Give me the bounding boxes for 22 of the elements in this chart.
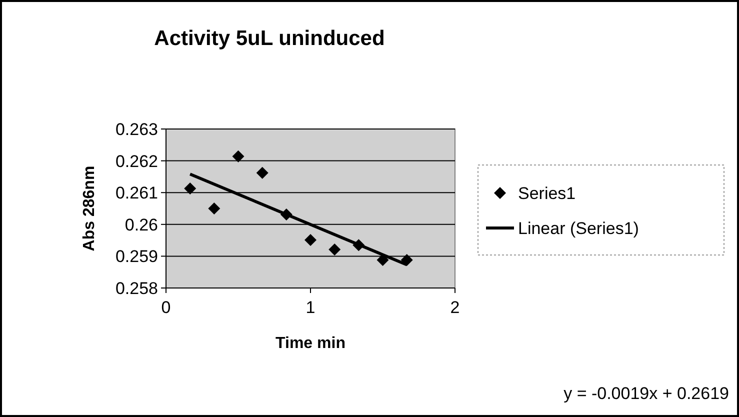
y-tick-label: 0.258	[115, 279, 158, 298]
text: y = -0.0019x + 0.2619	[564, 384, 729, 403]
y-axis-title: Abs 286nm	[81, 166, 98, 252]
point	[256, 166, 268, 179]
y-tick-label: 0.26	[124, 215, 158, 234]
point	[376, 254, 389, 266]
y-tick-label: 0.262	[115, 152, 158, 171]
y-tick-label: 0.261	[115, 184, 158, 203]
x-tick-label: 1	[306, 298, 316, 317]
x-tick-label: 2	[450, 298, 460, 317]
chart-title: Activity 5uL uninduced	[154, 27, 385, 50]
point	[184, 182, 196, 194]
x-tick-label: 0	[161, 298, 171, 317]
y-tick-label: 0.259	[115, 247, 158, 266]
legend-label: Linear (Series1)	[518, 219, 639, 238]
point	[304, 234, 316, 246]
legend-label: Series1	[518, 184, 576, 203]
x-axis-title: Time min	[276, 335, 346, 352]
point	[328, 244, 341, 256]
y-tick-label: 0.263	[115, 120, 158, 139]
point	[232, 150, 244, 162]
point	[208, 202, 220, 214]
